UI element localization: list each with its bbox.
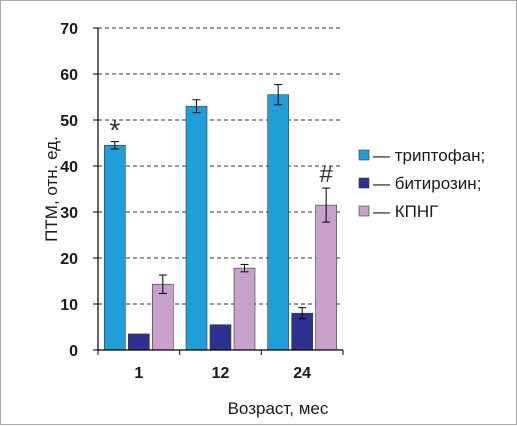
bars-layer: *#: [104, 84, 337, 351]
bar: [152, 283, 174, 351]
y-tick-label: 50: [60, 113, 78, 130]
gridlines: [98, 27, 343, 305]
x-axis-title: Возраст, мес: [228, 399, 329, 418]
y-tick-label: 40: [60, 159, 78, 176]
bar: [104, 145, 126, 351]
x-tick-label: 1: [134, 365, 143, 382]
y-tick-label: 60: [60, 67, 78, 84]
legend-label: — КПНГ: [373, 202, 438, 221]
legend-label: — триптофан;: [373, 146, 485, 165]
legend-label: — битирозин;: [373, 174, 481, 193]
y-tick-label: 10: [60, 297, 78, 314]
bar: [315, 204, 337, 351]
legend-swatch: [358, 149, 370, 161]
y-tick-label: 20: [60, 251, 78, 268]
significance-marker: #: [319, 161, 333, 188]
y-tick-label: 30: [60, 205, 78, 222]
x-tick-label: 12: [212, 365, 230, 382]
bar: [128, 333, 150, 351]
bar: [209, 324, 232, 351]
y-axis-ticks: 0 10 20 30 40 50 60 70: [60, 21, 98, 360]
bar: [233, 267, 256, 351]
x-axis-ticks: 1 12 24: [97, 350, 344, 382]
bar: [267, 94, 289, 351]
legend-swatch: [358, 177, 370, 189]
significance-marker: *: [109, 115, 120, 146]
legend: — триптофан; — битирозин; — КПНГ: [358, 146, 485, 221]
x-tick-label: 24: [293, 365, 311, 382]
y-tick-label: 70: [60, 21, 78, 38]
axes: [97, 28, 343, 351]
bar: [185, 105, 208, 351]
y-tick-label: 0: [69, 343, 78, 360]
legend-swatch: [358, 205, 370, 217]
y-axis-title: ПТМ, отн. ед.: [42, 136, 61, 242]
